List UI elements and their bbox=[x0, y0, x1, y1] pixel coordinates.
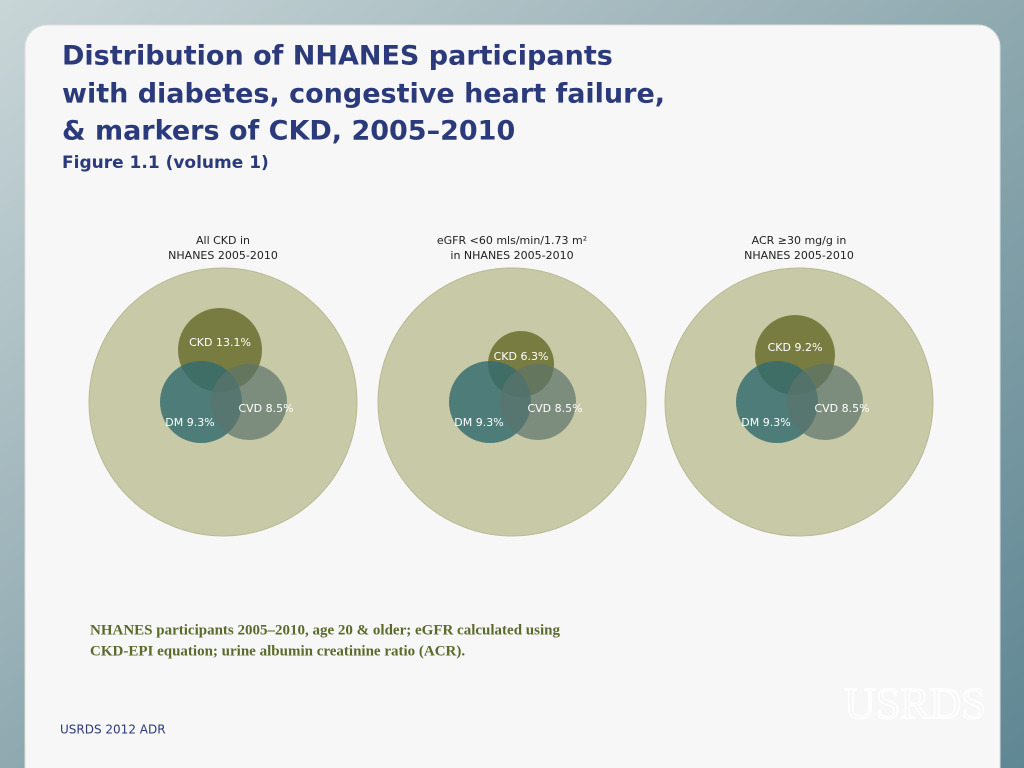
cvd-label: CVD 8.5% bbox=[814, 402, 869, 415]
note: NHANES participants 2005–2010, age 20 & … bbox=[90, 622, 560, 659]
logo: USRDS bbox=[844, 679, 986, 728]
cvd-circle bbox=[211, 364, 287, 440]
subtitle: Figure 1.1 (volume 1) bbox=[62, 153, 269, 173]
panel-title: eGFR <60 mls/min/1.73 m² bbox=[437, 234, 587, 247]
title-line: & markers of CKD, 2005–2010 bbox=[62, 116, 515, 147]
title: Distribution of NHANES participants with… bbox=[62, 41, 665, 147]
title-line: with diabetes, congestive heart failure, bbox=[62, 79, 665, 110]
dm-label: DM 9.3% bbox=[741, 416, 790, 429]
venn-panels: All CKD in NHANES 2005-2010 CKD 13.1% DM 9.… bbox=[88, 234, 934, 537]
panel-title: All CKD in bbox=[196, 234, 250, 247]
panel-title: in NHANES 2005-2010 bbox=[450, 249, 573, 262]
dm-label: DM 9.3% bbox=[165, 416, 214, 429]
panel-title: ACR ≥30 mg/g in bbox=[752, 234, 847, 247]
ckd-label: CKD 6.3% bbox=[494, 350, 549, 363]
cvd-label: CVD 8.5% bbox=[527, 402, 582, 415]
ckd-label: CKD 9.2% bbox=[768, 341, 823, 354]
note-line: NHANES participants 2005–2010, age 20 & … bbox=[90, 622, 560, 638]
note-line: CKD-EPI equation; urine albumin creatini… bbox=[90, 643, 465, 659]
cvd-label: CVD 8.5% bbox=[238, 402, 293, 415]
title-line: Distribution of NHANES participants bbox=[62, 41, 613, 72]
panel-title: NHANES 2005-2010 bbox=[744, 249, 854, 262]
cvd-circle bbox=[500, 364, 576, 440]
dm-label: DM 9.3% bbox=[454, 416, 503, 429]
footer: USRDS 2012 ADR bbox=[60, 723, 166, 737]
panel-title: NHANES 2005-2010 bbox=[168, 249, 278, 262]
cvd-circle bbox=[787, 364, 863, 440]
ckd-label: CKD 13.1% bbox=[189, 336, 251, 349]
